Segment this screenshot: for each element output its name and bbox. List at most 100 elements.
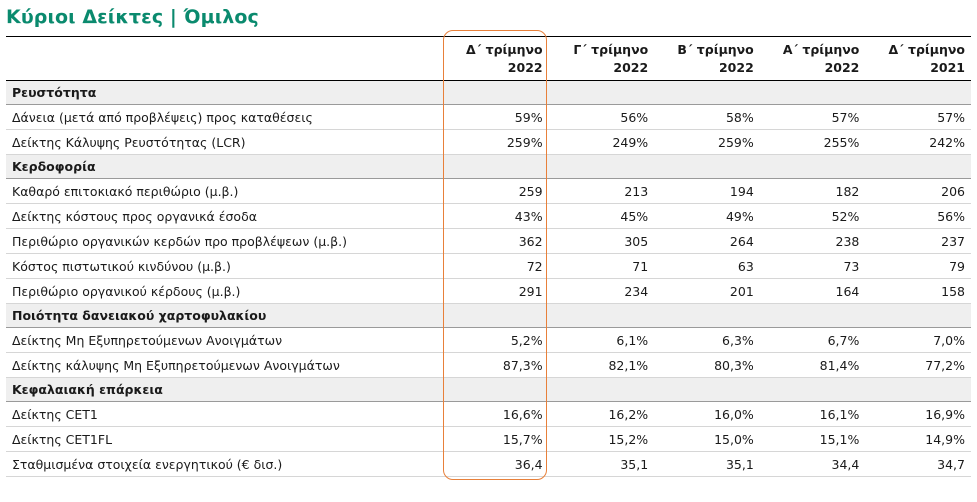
value-cell: 259 [443,178,549,204]
table-row: Δείκτης CET1 16,6% 16,2% 16,0% 16,1% 16,9% [6,401,971,427]
value-cell: 206 [865,178,971,204]
value-cell: 16,2% [548,401,655,427]
page-title: Κύριοι Δείκτες | Όμιλος [6,6,259,28]
table-row: Δείκτης Κάλυψης Ρευστότητας (LCR) 259% 249… [6,129,971,155]
table-row: Σταθμισμένα στοιχεία ενεργητικού (€ δισ.… [6,451,971,477]
row-label: Δείκτης Μη Εξυπηρετούμενων Ανοιγμάτων [6,327,443,353]
value-cell: 16,1% [759,401,866,427]
value-cell: 63 [654,253,760,279]
section-header: Ποιότητα δανειακού χαρτοφυλακίου [6,303,971,328]
value-cell: 15,0% [654,426,760,452]
row-label: Περιθώριο οργανικού κέρδους (μ.β.) [6,278,443,304]
value-cell: 15,2% [548,426,655,452]
value-cell: 291 [443,278,549,304]
table-row: Δείκτης κάλυψης Μη Εξυπηρετούμενων Ανοιγ… [6,352,971,378]
value-cell: 72 [443,253,549,279]
value-cell: 234 [548,278,655,304]
value-cell: 81,4% [759,352,866,378]
section-header: Ρευστότητα [6,80,971,105]
value-cell: 87,3% [443,352,549,378]
row-label: Περιθώριο οργανικών κερδών προ προβλέψεω… [6,228,443,254]
value-cell: 201 [654,278,760,304]
value-cell: 45% [548,203,655,229]
header-col-q4-2021: Δ΄ τρίμηνο 2021 [865,36,971,81]
table-row: Περιθώριο οργανικών κερδών προ προβλέψεω… [6,228,971,254]
value-cell: 34,4 [759,451,866,477]
value-cell: 73 [759,253,866,279]
header-row: Δ΄ τρίμηνο 2022 Γ΄ τρίμηνο 2022 Β΄ τρίμηνο… [6,36,971,81]
value-cell: 15,7% [443,426,549,452]
table-row: Καθαρό επιτοκιακό περιθώριο (μ.β.) 259 213… [6,178,971,204]
value-cell: 49% [654,203,760,229]
value-cell: 80,3% [654,352,760,378]
section-title: Κερδοφορία [6,154,971,179]
section-title: Ρευστότητα [6,80,971,105]
header-col-q2-2022: Β΄ τρίμηνο 2022 [654,36,760,81]
value-cell: 82,1% [548,352,655,378]
table-row: Δάνεια (μετά από προβλέψεις) προς καταθέ… [6,104,971,130]
table-row: Περιθώριο οργανικού κέρδους (μ.β.) 291 234… [6,278,971,304]
table-row: Δείκτης Μη Εξυπηρετούμενων Ανοιγμάτων 5,2… [6,327,971,353]
value-cell: 6,7% [759,327,866,353]
row-label: Σταθμισμένα στοιχεία ενεργητικού (€ δισ.… [6,451,443,477]
value-cell: 35,1 [654,451,760,477]
value-cell: 79 [865,253,971,279]
value-cell: 56% [548,104,655,130]
row-label: Κόστος πιστωτικού κινδύνου (μ.β.) [6,253,443,279]
row-label: Δείκτης CET1FL [6,426,443,452]
value-cell: 59% [443,104,549,130]
value-cell: 35,1 [548,451,655,477]
value-cell: 77,2% [865,352,971,378]
value-cell: 242% [865,129,971,155]
value-cell: 43% [443,203,549,229]
value-cell: 16,6% [443,401,549,427]
row-label: Δείκτης κόστους προς οργανικά έσοδα [6,203,443,229]
value-cell: 255% [759,129,866,155]
value-cell: 16,0% [654,401,760,427]
value-cell: 16,9% [865,401,971,427]
value-cell: 52% [759,203,866,229]
value-cell: 259% [654,129,760,155]
value-cell: 34,7 [865,451,971,477]
value-cell: 259% [443,129,549,155]
value-cell: 237 [865,228,971,254]
section-header: Κερδοφορία [6,154,971,179]
value-cell: 5,2% [443,327,549,353]
value-cell: 14,9% [865,426,971,452]
table-row: Κόστος πιστωτικού κινδύνου (μ.β.) 72 71 63 7… [6,253,971,279]
value-cell: 6,1% [548,327,655,353]
value-cell: 249% [548,129,655,155]
row-label: Δείκτης κάλυψης Μη Εξυπηρετούμενων Ανοιγ… [6,352,443,378]
section-header: Κεφαλαιακή επάρκεια [6,377,971,402]
value-cell: 6,3% [654,327,760,353]
value-cell: 58% [654,104,760,130]
value-cell: 213 [548,178,655,204]
value-cell: 362 [443,228,549,254]
section-title: Ποιότητα δανειακού χαρτοφυλακίου [6,303,971,328]
table-row: Δείκτης CET1FL 15,7% 15,2% 15,0% 15,1% 14,9% [6,426,971,452]
section-title: Κεφαλαιακή επάρκεια [6,377,971,402]
value-cell: 36,4 [443,451,549,477]
header-col-q1-2022: Α΄ τρίμηνο 2022 [759,36,866,81]
value-cell: 182 [759,178,866,204]
value-cell: 15,1% [759,426,866,452]
row-label: Δάνεια (μετά από προβλέψεις) προς καταθέ… [6,104,443,130]
value-cell: 238 [759,228,866,254]
header-col-q4-2022: Δ΄ τρίμηνο 2022 [443,36,549,81]
header-label-cell [6,36,443,81]
table-row: Δείκτης κόστους προς οργανικά έσοδα 43% 45… [6,203,971,229]
value-cell: 71 [548,253,655,279]
value-cell: 194 [654,178,760,204]
value-cell: 305 [548,228,655,254]
row-label: Δείκτης CET1 [6,401,443,427]
row-label: Καθαρό επιτοκιακό περιθώριο (μ.β.) [6,178,443,204]
value-cell: 264 [654,228,760,254]
key-indicators-table: Δ΄ τρίμηνο 2022 Γ΄ τρίμηνο 2022 Β΄ τρίμηνο… [6,36,971,477]
value-cell: 57% [865,104,971,130]
value-cell: 56% [865,203,971,229]
value-cell: 7,0% [865,327,971,353]
row-label: Δείκτης Κάλυψης Ρευστότητας (LCR) [6,129,443,155]
value-cell: 164 [759,278,866,304]
value-cell: 57% [759,104,866,130]
header-col-q3-2022: Γ΄ τρίμηνο 2022 [548,36,655,81]
